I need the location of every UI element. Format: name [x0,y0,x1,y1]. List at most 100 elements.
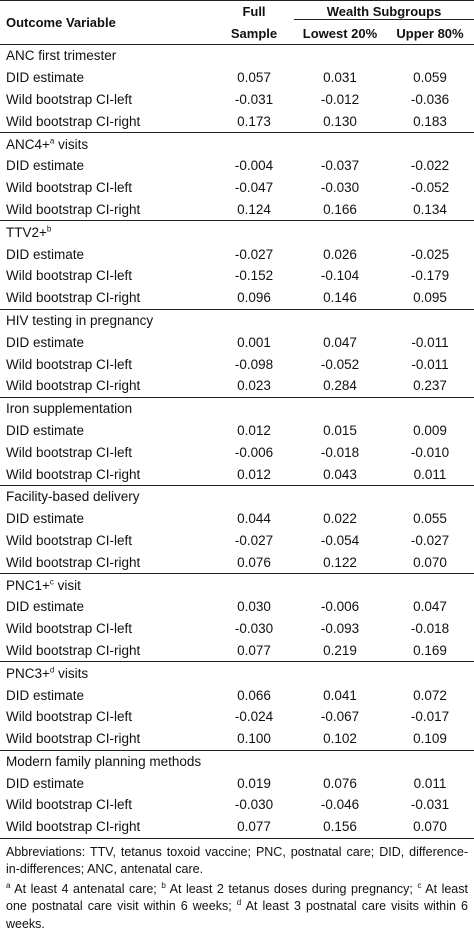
footnote-mark: d [49,665,55,675]
table-row: Wild bootstrap CI-right 0.012 0.043 0.011 [0,463,474,485]
row-label: DID estimate [6,775,85,791]
upper-80-value: 0.169 [413,642,447,658]
group-header-row: TTV2+b [0,220,474,244]
full-sample-value: -0.027 [234,532,274,548]
upper-80-value: 0.011 [413,775,447,791]
table-header: Outcome Variable Full Wealth Subgroups S… [0,0,474,45]
full-sample-value: 0.019 [237,775,271,791]
table-row: Wild bootstrap CI-right 0.100 0.102 0.109 [0,728,474,750]
lowest-20-value: 0.031 [323,70,357,86]
footnote-mark: b [161,880,166,890]
full-sample-value: -0.152 [234,268,274,284]
row-label: DID estimate [6,422,85,438]
row-label: Wild bootstrap CI-left [6,444,133,460]
group-name: PNC1+c visit [0,573,474,596]
table-row: Wild bootstrap CI-right 0.173 0.130 0.183 [0,110,474,132]
upper-80-value: -0.011 [411,334,449,350]
group-name: TTV2+b [0,220,474,244]
upper-80-value: -0.022 [410,158,450,174]
row-label: Wild bootstrap CI-left [6,91,133,107]
lowest-20-value: 0.130 [323,113,357,129]
group-header-row: ANC4+a visits [0,132,474,155]
lowest-20-value: -0.018 [320,444,360,460]
group-header-row: Iron supplementation [0,396,474,420]
full-sample-value: -0.004 [234,158,274,174]
group-name-text: Iron supplementation [6,401,133,417]
row-label: Wild bootstrap CI-right [6,113,141,129]
lowest-20-value: -0.054 [320,532,360,548]
table-row: DID estimate 0.044 0.022 0.055 [0,508,474,530]
group-name: Facility-based delivery [0,484,474,508]
upper-80-value: -0.018 [410,621,450,637]
upper-80-header: Upper 80% [386,22,474,45]
table-row: Wild bootstrap CI-right 0.023 0.284 0.237 [0,375,474,397]
lowest-20-header: Lowest 20% [294,22,386,45]
row-label: Wild bootstrap CI-right [6,378,141,394]
group-header-row: PNC1+c visit [0,573,474,596]
upper-80-value: 0.134 [413,201,447,217]
row-label: Wild bootstrap CI-right [6,554,141,570]
lowest-20-value: 0.146 [323,290,357,306]
group-name-text: ANC first trimester [6,48,117,64]
footnote-mark: c [49,577,54,587]
group-name: Iron supplementation [0,396,474,420]
table-row: DID estimate -0.027 0.026 -0.025 [0,243,474,265]
table-row: Wild bootstrap CI-left -0.030 -0.093 -0.018 [0,618,474,640]
row-label: Wild bootstrap CI-right [0,815,214,839]
group-name: ANC4+a visits [0,132,474,155]
results-table: Outcome Variable Full Wealth Subgroups S… [0,0,474,839]
row-label: Wild bootstrap CI-left [6,268,133,284]
full-sample-value: 0.124 [237,201,271,217]
footnote-mark: b [46,224,52,234]
group-name-text: TTV2+ [6,224,47,240]
group-name-text: Facility-based delivery [6,489,140,505]
upper-80-value: -0.031 [410,797,450,813]
upper-80-value: -0.010 [410,444,450,460]
row-label: Wild bootstrap CI-right [6,642,141,658]
group-name-suffix: visits [54,136,89,152]
lowest-20-value: -0.067 [320,709,360,725]
row-label: DID estimate [6,334,85,350]
row-label: Wild bootstrap CI-left [6,621,133,637]
lowest-20-value: -0.012 [320,91,360,107]
table-row: DID estimate -0.004 -0.037 -0.022 [0,155,474,177]
lowest-20-value: 0.122 [323,554,357,570]
full-sample-value: 0.012 [237,422,271,438]
upper-80-value: 0.072 [413,687,447,703]
group-name-text: HIV testing in pregnancy [6,312,154,328]
table-row: Wild bootstrap CI-left -0.152 -0.104 -0.179 [0,265,474,287]
upper-80-value: 0.070 [413,554,447,570]
table-row: Wild bootstrap CI-right 0.124 0.166 0.134 [0,199,474,221]
full-sample-value: 0.096 [237,290,271,306]
full-sample-value: 0.076 [237,554,271,570]
group-header-row: Modern family planning methods [0,749,474,773]
row-label: DID estimate [6,599,85,615]
full-sample-value: -0.024 [234,709,274,725]
full-sample-value: -0.006 [234,444,274,460]
full-sample-header-line2: Sample [214,22,294,45]
table-row: Wild bootstrap CI-left -0.006 -0.018 -0.010 [0,441,474,463]
group-name-suffix: visit [53,577,81,593]
table-row: Wild bootstrap CI-left -0.031 -0.012 -0.036 [0,89,474,111]
outcome-variable-header: Outcome Variable [0,0,214,45]
lowest-20-value: 0.156 [294,815,386,839]
full-sample-value: 0.100 [237,731,271,747]
row-label: DID estimate [6,246,85,262]
group-header-row: ANC first trimester [0,43,474,67]
lowest-20-value: -0.093 [320,621,360,637]
group-name-text: PNC1+ [6,577,50,593]
row-label: Wild bootstrap CI-right [6,466,141,482]
full-sample-value: -0.030 [234,797,274,813]
footnote-mark: c [417,880,422,890]
lowest-20-value: -0.052 [320,356,360,372]
table-row: Wild bootstrap CI-left -0.098 -0.052 -0.011 [0,353,474,375]
footnote-text: At least 2 tetanus doses during pregnanc… [165,881,418,896]
row-label: Wild bootstrap CI-left [6,709,133,725]
upper-80-value: 0.070 [386,815,474,839]
lowest-20-value: 0.076 [323,775,357,791]
full-sample-value: -0.030 [234,621,274,637]
table-row: DID estimate 0.030 -0.006 0.047 [0,596,474,618]
upper-80-value: 0.237 [413,378,447,394]
lowest-20-value: -0.046 [320,797,360,813]
upper-80-value: 0.059 [413,70,447,86]
